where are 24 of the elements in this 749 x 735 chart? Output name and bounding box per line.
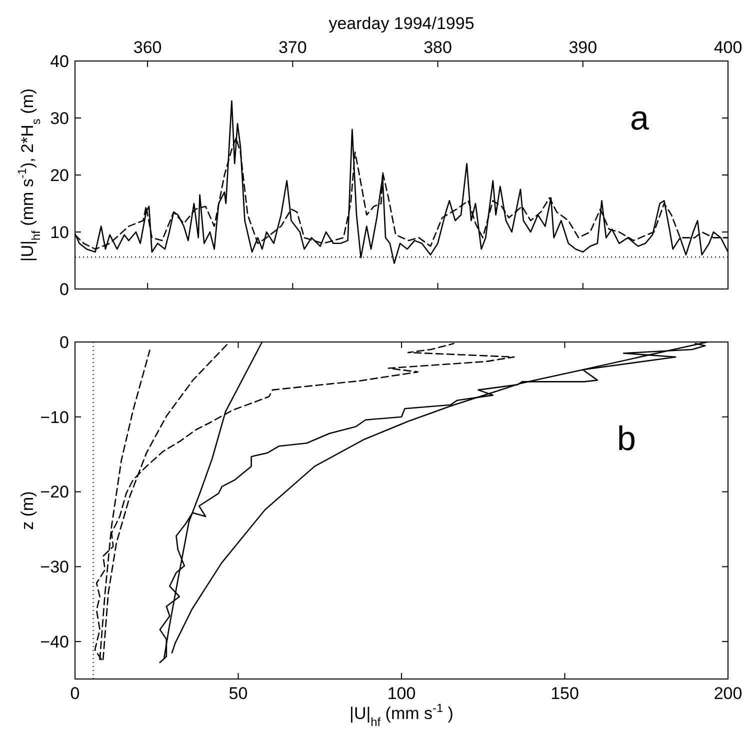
y-tick-label: 40 bbox=[50, 52, 69, 71]
x-tick-label: 380 bbox=[424, 38, 452, 57]
annotation: a bbox=[630, 99, 650, 138]
y-tick-label: 30 bbox=[50, 108, 69, 128]
y-tick-label: −20 bbox=[40, 482, 69, 502]
x-tick-label: 360 bbox=[133, 38, 162, 57]
x-axis-title: |U|$_{hf}$ (mm s$^{-1}$ ) bbox=[350, 701, 454, 729]
x-tick-label: 400 bbox=[714, 38, 742, 57]
x-tick-label: 370 bbox=[278, 38, 307, 57]
y-tick-label: −10 bbox=[40, 408, 69, 427]
y-tick-label: −30 bbox=[40, 558, 69, 577]
x-tick-label: 390 bbox=[568, 38, 598, 57]
y-tick-label: 0 bbox=[60, 280, 69, 299]
x-tick-label: 50 bbox=[228, 684, 248, 703]
annotation: b bbox=[616, 420, 636, 458]
x-axis-title: yearday 1994/1995 bbox=[328, 14, 474, 33]
y-tick-label: 10 bbox=[50, 222, 69, 242]
y-tick-label: 20 bbox=[50, 166, 69, 185]
y-tick-label: −40 bbox=[40, 632, 69, 652]
x-tick-label: 200 bbox=[714, 684, 742, 703]
x-tick-label: 100 bbox=[387, 684, 416, 703]
y-axis-title: z (m) bbox=[18, 491, 37, 530]
x-tick-label: 150 bbox=[550, 684, 579, 703]
y-tick-label: 0 bbox=[60, 332, 69, 352]
